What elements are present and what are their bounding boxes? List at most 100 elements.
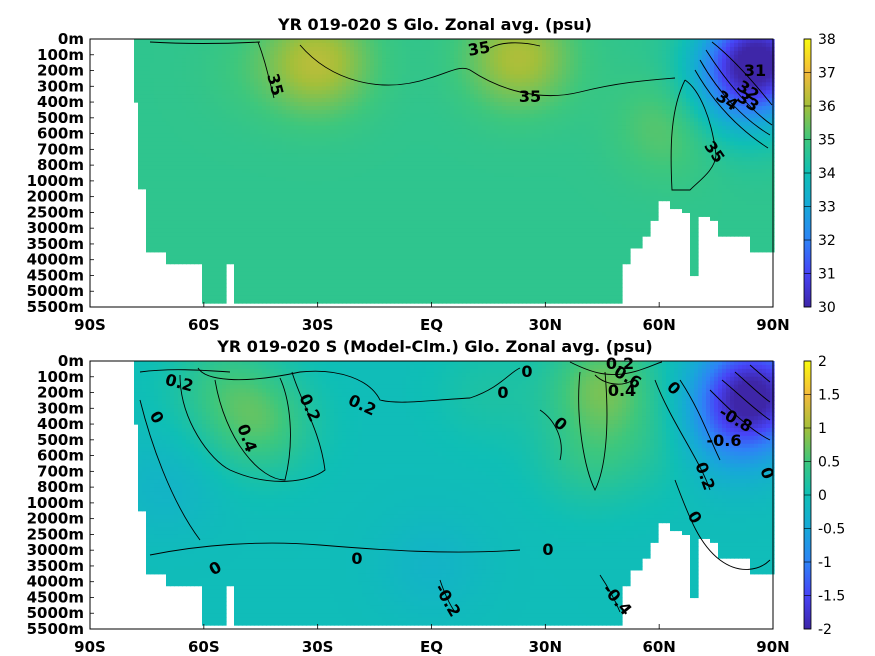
field-cell — [238, 153, 243, 158]
field-cell — [262, 263, 267, 269]
field-cell — [294, 133, 299, 139]
field-cell — [254, 113, 259, 119]
field-cell — [210, 109, 215, 115]
field-cell — [354, 90, 359, 95]
field-cell — [442, 228, 447, 233]
field-cell — [362, 263, 367, 269]
field-cell — [298, 121, 303, 127]
field-cell — [414, 145, 419, 150]
field-cell — [182, 173, 187, 178]
field-cell — [310, 145, 315, 150]
field-cell — [342, 192, 347, 198]
field-cell — [278, 188, 283, 194]
field-cell — [250, 70, 255, 76]
field-cell — [290, 137, 295, 143]
field-cell — [306, 275, 311, 281]
field-cell — [162, 184, 167, 190]
field-cell — [386, 90, 391, 95]
field-cell — [318, 263, 323, 269]
field-cell — [234, 232, 239, 237]
field-cell — [414, 271, 419, 277]
field-cell — [218, 94, 223, 99]
field-cell — [374, 255, 379, 261]
field-cell — [398, 224, 403, 229]
field-cell — [210, 275, 215, 281]
field-cell — [358, 98, 363, 103]
field-cell — [362, 102, 367, 107]
field-cell — [426, 196, 431, 202]
field-cell — [342, 267, 347, 273]
field-cell — [322, 113, 327, 119]
field-cell — [406, 106, 411, 111]
field-cell — [294, 82, 299, 87]
field-cell — [358, 113, 363, 119]
field-cell — [170, 173, 175, 178]
field-cell — [414, 113, 419, 119]
field-cell — [374, 192, 379, 198]
field-cell — [302, 90, 307, 95]
field-cell — [426, 240, 431, 245]
field-cell — [298, 137, 303, 143]
field-cell — [434, 145, 439, 150]
field-cell — [366, 153, 371, 158]
field-cell — [150, 82, 155, 87]
field-cell — [362, 247, 367, 253]
field-cell — [386, 157, 391, 162]
field-cell — [242, 283, 247, 288]
field-cell — [342, 102, 347, 107]
field-cell — [226, 228, 231, 233]
field-cell — [298, 50, 303, 56]
field-cell — [286, 188, 291, 194]
field-cell — [222, 129, 227, 135]
field-cell — [306, 62, 311, 68]
field-cell — [234, 247, 239, 253]
field-cell — [322, 228, 327, 233]
field-cell — [338, 121, 343, 127]
field-cell — [186, 243, 191, 249]
field-cell — [194, 86, 199, 91]
field-cell — [414, 291, 419, 296]
field-cell — [378, 58, 383, 64]
field-cell — [350, 50, 355, 56]
field-cell — [374, 240, 379, 245]
field-cell — [190, 50, 195, 56]
field-cell — [318, 267, 323, 273]
field-cell — [258, 220, 263, 225]
field-cell — [394, 243, 399, 249]
field-cell — [158, 232, 163, 237]
field-cell — [386, 200, 391, 206]
field-cell — [426, 50, 431, 56]
field-cell — [218, 208, 223, 214]
field-cell — [230, 200, 235, 206]
field-cell — [390, 169, 395, 174]
field-cell — [446, 125, 451, 131]
field-cell — [422, 291, 427, 296]
field-cell — [322, 42, 327, 48]
field-cell — [302, 70, 307, 76]
field-cell — [250, 106, 255, 111]
field-cell — [446, 157, 451, 162]
field-cell — [166, 165, 171, 170]
field-cell — [382, 184, 387, 190]
field-cell — [314, 161, 319, 166]
field-cell — [170, 78, 175, 83]
field-cell — [150, 220, 155, 225]
field-cell — [282, 42, 287, 48]
field-cell — [230, 232, 235, 237]
field-cell — [430, 275, 435, 281]
field-cell — [306, 259, 311, 265]
field-cell — [274, 121, 279, 127]
field-cell — [302, 291, 307, 296]
field-cell — [206, 196, 211, 202]
field-cell — [434, 247, 439, 253]
field-cell — [266, 224, 271, 229]
field-cell — [242, 291, 247, 296]
field-cell — [282, 216, 287, 221]
field-cell — [358, 70, 363, 76]
field-cell — [154, 46, 159, 52]
field-cell — [262, 208, 267, 214]
field-cell — [438, 180, 443, 186]
field-cell — [266, 200, 271, 206]
field-cell — [246, 149, 251, 154]
field-cell — [274, 216, 279, 221]
